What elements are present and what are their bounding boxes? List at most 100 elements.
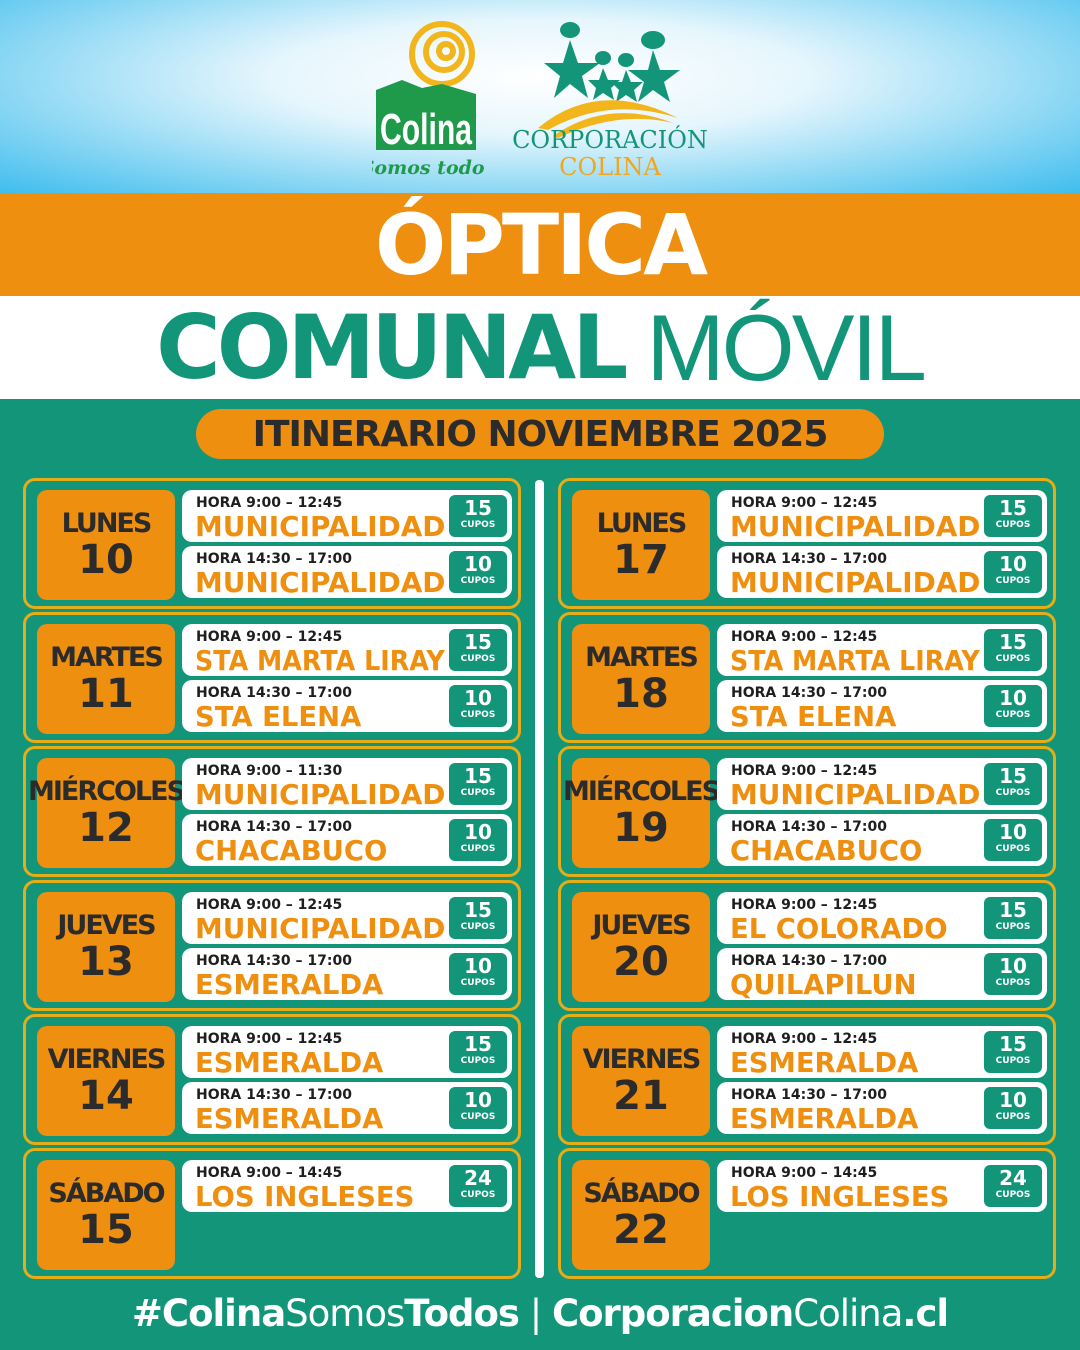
slot-time: HORA 14:30 – 17:00: [731, 1087, 887, 1103]
slot-time: HORA 9:00 – 12:45: [731, 495, 878, 511]
day-number: 17: [613, 537, 669, 583]
slot-time: HORA 9:00 – 12:45: [731, 897, 878, 913]
day-label: LUNES 17: [572, 490, 710, 600]
subtitle-band: COMUNAL MÓVIL: [0, 294, 1080, 400]
day-block: VIERNES 14 HORA 9:00 – 12:45 ESMERALDA 1…: [23, 1014, 521, 1145]
cupos-badge: 10 CUPOS: [449, 685, 507, 727]
cupos-count: 15: [999, 630, 1027, 654]
slot-location: MUNICIPALIDAD: [730, 778, 981, 811]
slot-time: HORA 9:00 – 14:45: [731, 1165, 878, 1181]
cupos-label: CUPOS: [460, 710, 496, 720]
cupos-count: 15: [999, 764, 1027, 788]
day-block: MARTES 18 HORA 9:00 – 12:45 STA MARTA LI…: [558, 612, 1056, 743]
svg-text:Somos todos: Somos todos: [372, 157, 484, 179]
cupos-count: 15: [999, 898, 1027, 922]
day-number: 22: [613, 1207, 669, 1253]
slot-time: HORA 14:30 – 17:00: [196, 953, 352, 969]
cupos-label: CUPOS: [995, 520, 1031, 530]
day-block: LUNES 17 HORA 9:00 – 12:45 MUNICIPALIDAD…: [558, 478, 1056, 609]
time-slot: HORA 9:00 – 12:45 ESMERALDA 15 CUPOS: [717, 1026, 1047, 1079]
time-slot: HORA 14:30 – 17:00 ESMERALDA 10 CUPOS: [182, 1082, 512, 1135]
day-label: JUEVES 13: [37, 892, 175, 1002]
time-slot: HORA 9:00 – 14:45 LOS INGLESES 24 CUPOS: [182, 1160, 512, 1213]
slot-time: HORA 9:00 – 11:30: [196, 763, 343, 779]
cupos-badge: 15 CUPOS: [449, 629, 507, 671]
day-number: 21: [613, 1073, 669, 1119]
day-name: LUNES: [61, 508, 153, 539]
time-slot: HORA 14:30 – 17:00 STA ELENA 10 CUPOS: [717, 680, 1047, 733]
colina-somos-todos-logo: Colina Somos todos: [372, 21, 484, 179]
cupos-label: CUPOS: [460, 978, 496, 988]
cupos-badge: 10 CUPOS: [449, 551, 507, 593]
svg-text:COLINA: COLINA: [559, 153, 661, 181]
time-slot: HORA 14:30 – 17:00 STA ELENA 10 CUPOS: [182, 680, 512, 733]
cupos-label: CUPOS: [460, 576, 496, 586]
slot-time: HORA 14:30 – 17:00: [731, 685, 887, 701]
cupos-badge: 10 CUPOS: [984, 685, 1042, 727]
time-slot: HORA 14:30 – 17:00 MUNICIPALIDAD 10 CUPO…: [717, 546, 1047, 599]
slot-location: STA ELENA: [730, 700, 897, 733]
slot-location: CHACABUCO: [195, 834, 388, 867]
cupos-count: 10: [464, 820, 492, 844]
subtitle-light: MÓVIL: [646, 294, 927, 400]
column-divider: [535, 480, 544, 1278]
time-slot: HORA 9:00 – 12:45 ESMERALDA 15 CUPOS: [182, 1026, 512, 1079]
time-slot: HORA 14:30 – 17:00 ESMERALDA 10 CUPOS: [717, 1082, 1047, 1135]
day-block: SÁBADO 15 HORA 9:00 – 14:45 LOS INGLESES…: [23, 1148, 521, 1279]
cupos-label: CUPOS: [995, 844, 1031, 854]
slot-time: HORA 9:00 – 14:45: [196, 1165, 343, 1181]
slot-location: EL COLORADO: [730, 912, 948, 945]
cupos-count: 10: [999, 1088, 1027, 1112]
day-label: VIERNES 21: [572, 1026, 710, 1136]
time-slot: HORA 9:00 – 12:45 STA MARTA LIRAY 15 CUP…: [182, 624, 512, 677]
cupos-badge: 15 CUPOS: [984, 763, 1042, 805]
slot-time: HORA 9:00 – 12:45: [731, 763, 878, 779]
time-slot: HORA 9:00 – 14:45 LOS INGLESES 24 CUPOS: [717, 1160, 1047, 1213]
time-slot: HORA 9:00 – 12:45 MUNICIPALIDAD 15 CUPOS: [717, 490, 1047, 543]
cupos-count: 10: [999, 552, 1027, 576]
day-block: SÁBADO 22 HORA 9:00 – 14:45 LOS INGLESES…: [558, 1148, 1056, 1279]
title-band: ÓPTICA: [0, 193, 1080, 296]
time-slot: HORA 14:30 – 17:00 MUNICIPALIDAD 10 CUPO…: [182, 546, 512, 599]
day-label: MARTES 11: [37, 624, 175, 734]
cupos-count: 10: [464, 686, 492, 710]
day-block: JUEVES 20 HORA 9:00 – 12:45 EL COLORADO …: [558, 880, 1056, 1011]
cupos-badge: 15 CUPOS: [984, 1031, 1042, 1073]
cupos-badge: 24 CUPOS: [984, 1165, 1042, 1207]
time-slot: HORA 9:00 – 11:30 MUNICIPALIDAD 15 CUPOS: [182, 758, 512, 811]
cupos-badge: 15 CUPOS: [984, 495, 1042, 537]
day-block: MARTES 11 HORA 9:00 – 12:45 STA MARTA LI…: [23, 612, 521, 743]
slot-location: ESMERALDA: [195, 968, 384, 1001]
slot-time: HORA 14:30 – 17:00: [731, 819, 887, 835]
cupos-badge: 15 CUPOS: [449, 763, 507, 805]
day-number: 18: [613, 671, 669, 717]
slot-location: CHACABUCO: [730, 834, 923, 867]
day-label: SÁBADO 22: [572, 1160, 710, 1270]
time-slot: HORA 9:00 – 12:45 MUNICIPALIDAD 15 CUPOS: [182, 490, 512, 543]
slot-time: HORA 14:30 – 17:00: [196, 819, 352, 835]
corporacion-colina-logo: CORPORACIÓN COLINA: [512, 22, 708, 181]
day-name: SÁBADO: [583, 1178, 700, 1209]
slot-time: HORA 14:30 – 17:00: [731, 953, 887, 969]
day-name: VIERNES: [582, 1044, 702, 1075]
day-name: MARTES: [585, 642, 699, 673]
slot-time: HORA 14:30 – 17:00: [196, 1087, 352, 1103]
time-slot: HORA 9:00 – 12:45 STA MARTA LIRAY 15 CUP…: [717, 624, 1047, 677]
cupos-count: 15: [999, 496, 1027, 520]
slot-location: ESMERALDA: [195, 1046, 384, 1079]
schedule-column-left: LUNES 10 HORA 9:00 – 12:45 MUNICIPALIDAD…: [23, 478, 521, 1282]
cupos-label: CUPOS: [460, 1112, 496, 1122]
cupos-count: 24: [999, 1166, 1027, 1190]
slot-location: STA MARTA LIRAY: [730, 644, 980, 677]
day-number: 15: [78, 1207, 134, 1253]
cupos-badge: 10 CUPOS: [449, 953, 507, 995]
slot-location: MUNICIPALIDAD: [195, 566, 446, 599]
website-link: Corporacion: [551, 1292, 794, 1335]
day-number: 19: [613, 805, 669, 851]
time-slot: HORA 14:30 – 17:00 ESMERALDA 10 CUPOS: [182, 948, 512, 1001]
cupos-count: 15: [464, 630, 492, 654]
cupos-badge: 15 CUPOS: [449, 897, 507, 939]
sky-background: [0, 0, 1080, 193]
slot-location: MUNICIPALIDAD: [730, 510, 981, 543]
cupos-count: 15: [464, 898, 492, 922]
